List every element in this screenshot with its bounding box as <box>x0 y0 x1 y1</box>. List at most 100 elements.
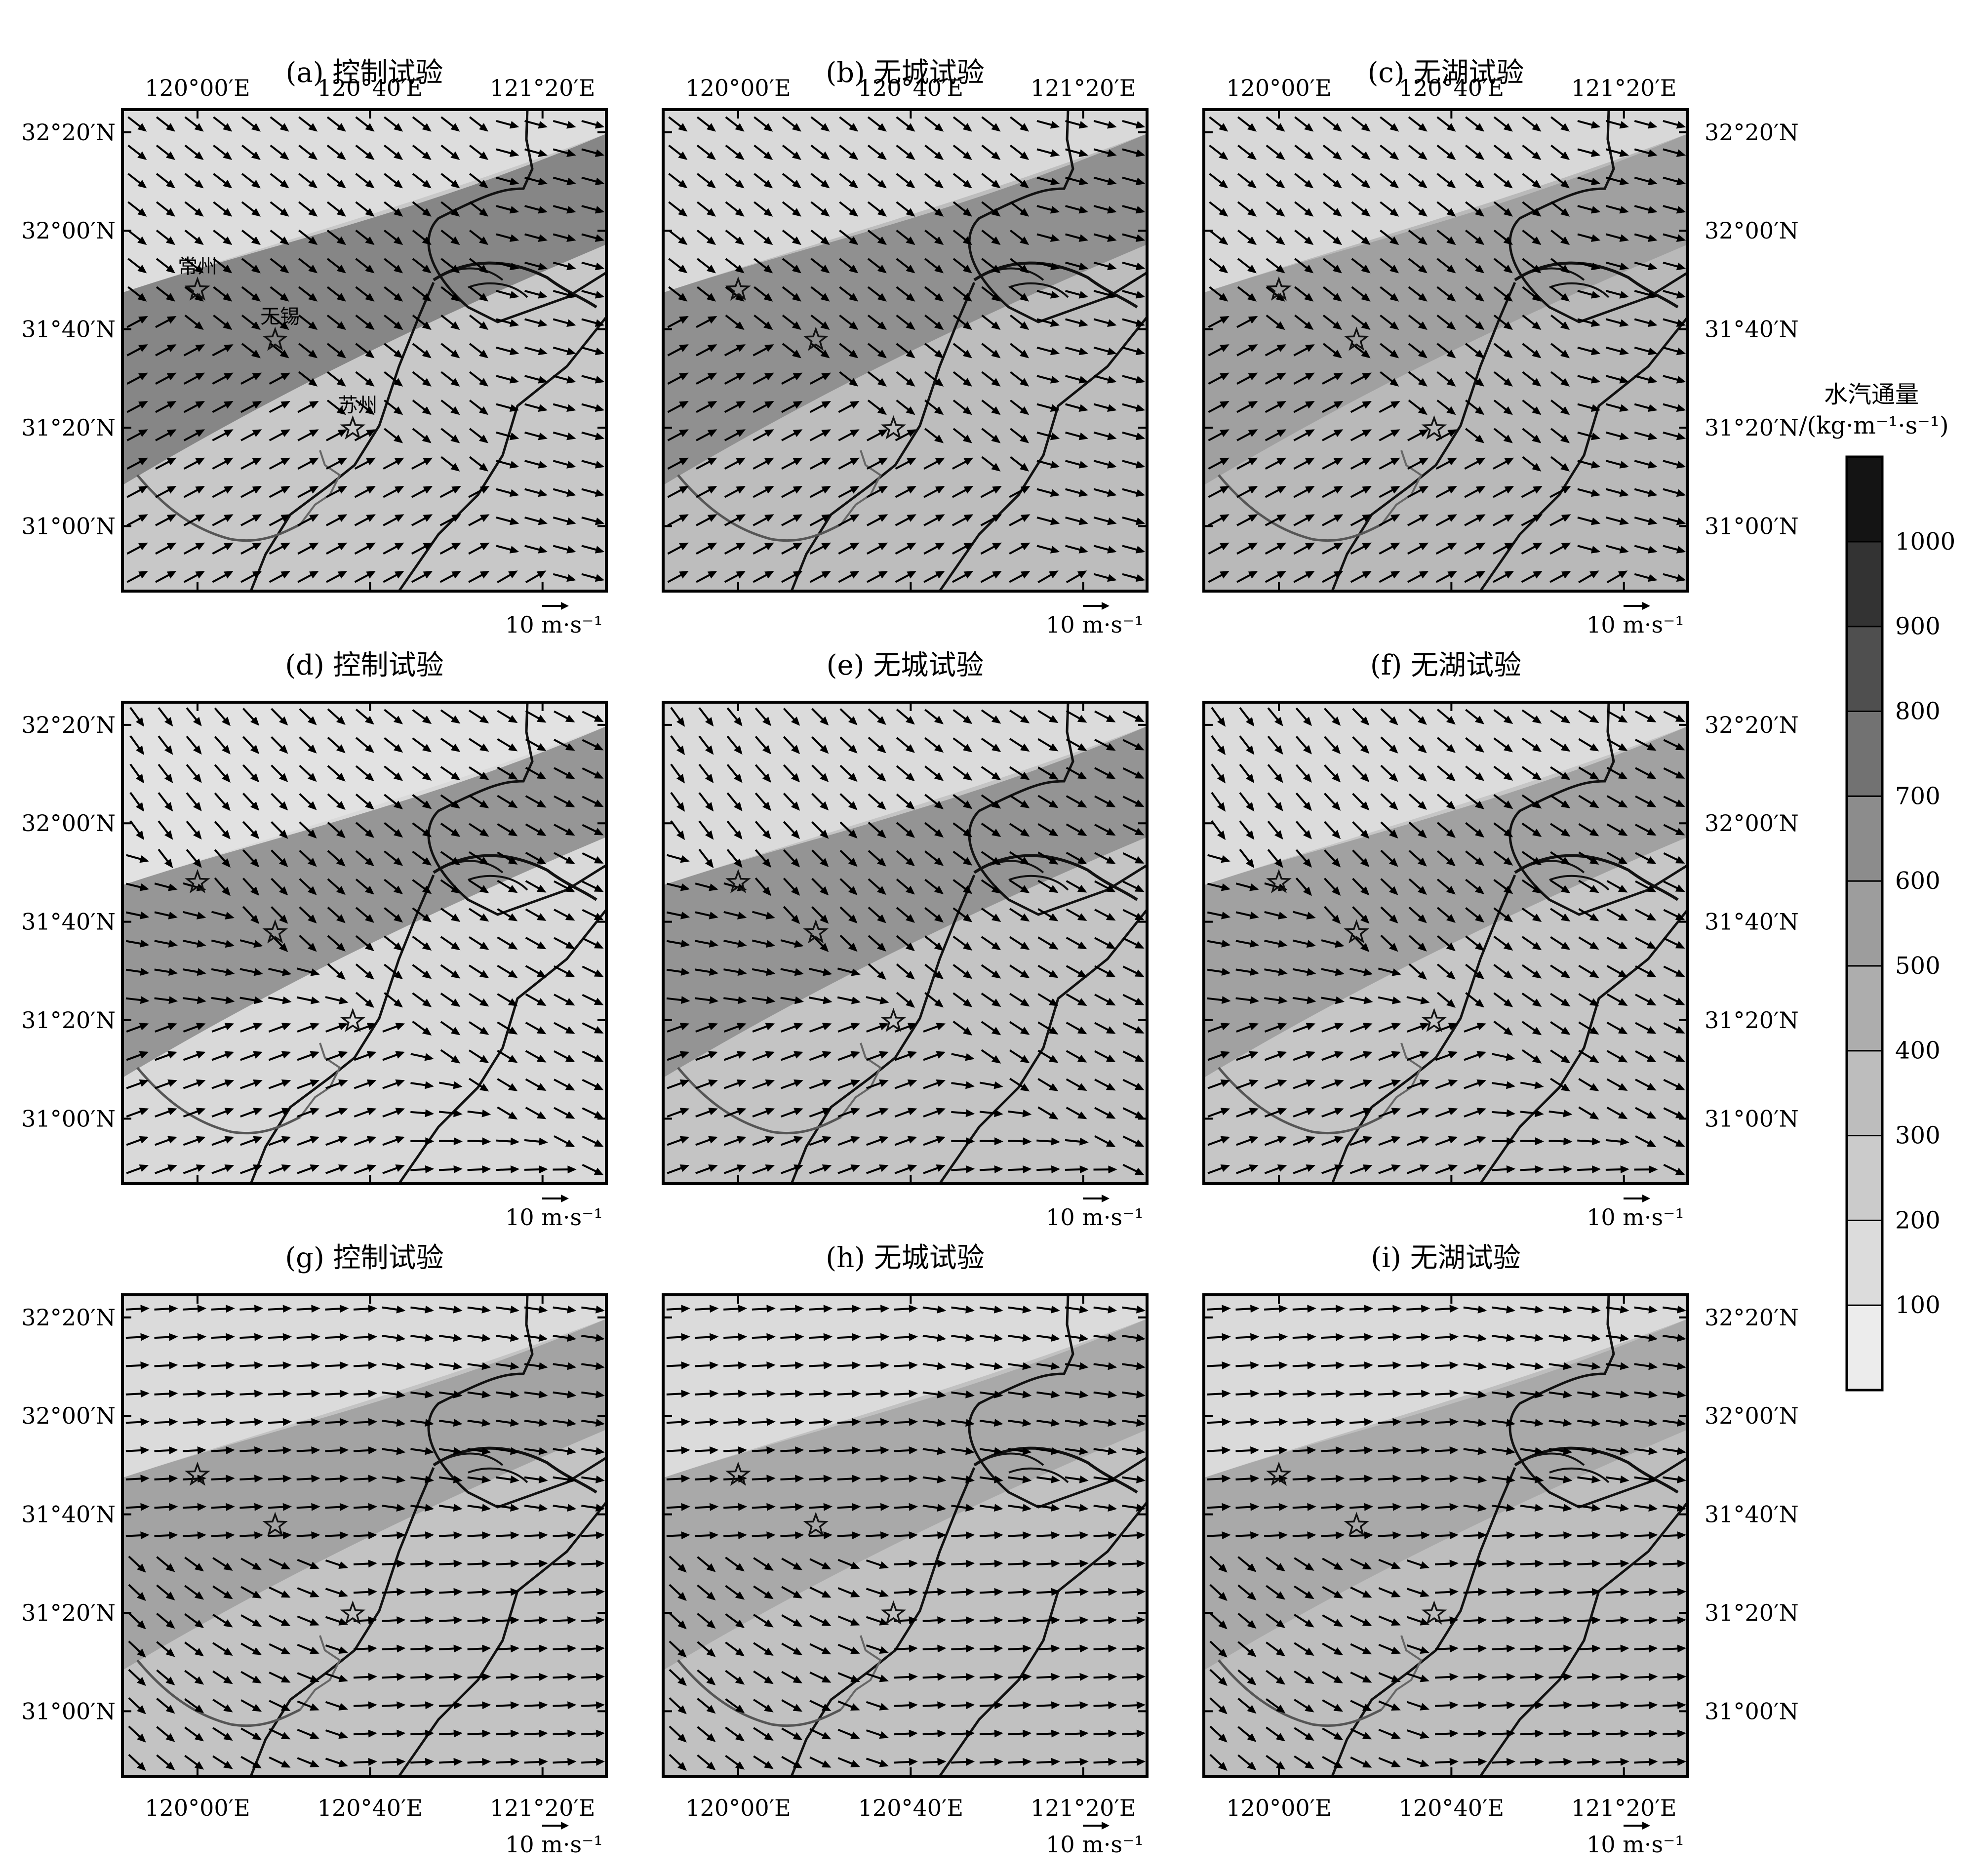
wind-arrow-head <box>565 715 575 722</box>
wind-arrow-head <box>880 1446 890 1455</box>
wind-arrow-head <box>450 1027 461 1036</box>
wind-arrow-head <box>707 372 717 381</box>
wind-arrow-head <box>1108 1334 1117 1342</box>
wind-arrow-head <box>1022 1419 1032 1427</box>
wind-arrow-head <box>366 1164 377 1172</box>
city-outline-g <box>299 1635 341 1711</box>
wind-arrow-head <box>566 546 576 554</box>
wind-arrow-head <box>508 1055 518 1063</box>
wind-arrow-head <box>1247 265 1257 274</box>
wind-arrow-head <box>140 1418 150 1426</box>
wind-arrow-head <box>336 151 346 160</box>
wind-arrow-head <box>1051 1729 1061 1738</box>
wind-arrow-head <box>1078 206 1088 214</box>
wind-arrow-head <box>310 997 320 1004</box>
wind-arrow-head <box>1418 123 1428 132</box>
wind-arrow-head <box>453 1644 463 1653</box>
wind-arrow-head <box>738 1446 748 1455</box>
wind-arrow-head <box>425 1475 435 1483</box>
wind-arrow-head <box>991 800 1001 809</box>
wind-arrow-head <box>1250 968 1260 976</box>
wind-arrow-head <box>763 265 773 274</box>
wind-arrow-head <box>594 771 604 779</box>
wind-arrow-head <box>450 208 460 217</box>
wind-arrow-head <box>706 236 716 245</box>
wind-arrow-head <box>707 542 717 551</box>
wind-arrow-head <box>422 970 432 979</box>
wind-arrow-head <box>1362 1136 1373 1144</box>
wind-arrow-head <box>736 457 746 466</box>
lon-tick-label: 120°40′E <box>858 75 963 101</box>
wind-arrow-head <box>1503 151 1513 160</box>
wind-arrow-head <box>793 372 803 381</box>
reference-vector-label: 10 m·s⁻¹ <box>505 611 603 638</box>
wind-arrow-head <box>539 1757 548 1766</box>
wind-arrow-head <box>1303 830 1312 839</box>
wind-arrow-head <box>279 801 288 811</box>
wind-arrow-head <box>1646 715 1657 722</box>
wind-arrow-head <box>793 1136 803 1144</box>
wind-arrow-head <box>994 1729 1003 1738</box>
wind-arrow-head <box>1022 1447 1032 1455</box>
wind-arrow-head <box>364 829 374 838</box>
wind-arrow-head <box>1218 1676 1228 1686</box>
wind-arrow-head <box>965 1757 975 1766</box>
wind-arrow-head <box>1532 293 1542 302</box>
wind-arrow-head <box>395 1023 405 1031</box>
city-star-2 <box>340 1007 366 1032</box>
wind-arrow-head <box>848 801 858 810</box>
panel-title-b: (b) 无城试验 <box>826 57 984 89</box>
wind-arrow-head <box>566 489 576 497</box>
wind-arrow-head <box>1506 1053 1515 1061</box>
wind-arrow-head <box>1078 546 1088 554</box>
wind-arrow-head <box>1306 1136 1316 1144</box>
wind-arrow-head <box>1135 121 1146 129</box>
wind-arrow-head <box>764 1760 774 1769</box>
wind-arrow-head <box>425 1305 435 1314</box>
wind-arrow-head <box>425 1644 435 1653</box>
wind-arrow-head <box>991 463 1001 472</box>
wind-arrow-head <box>793 1108 803 1116</box>
wind-arrow-head <box>1107 121 1117 129</box>
wind-arrow-head <box>763 180 773 189</box>
wind-arrow-head <box>679 1136 690 1144</box>
wind-arrow-head <box>336 971 346 980</box>
wind-arrow-head <box>395 1108 405 1116</box>
wind-arrow-head <box>677 1648 687 1658</box>
wind-arrow-head <box>1136 1447 1146 1455</box>
wind-arrow-head <box>934 151 944 160</box>
wind-arrow-head <box>735 1704 745 1713</box>
wind-arrow-head <box>906 406 915 415</box>
wind-arrow-head <box>1474 744 1485 753</box>
wind-arrow-head <box>1560 800 1571 808</box>
wind-arrow-head <box>706 1705 716 1714</box>
wind-arrow-head <box>365 180 375 189</box>
wind-arrow-head <box>279 716 288 726</box>
wind-arrow-head <box>538 1447 548 1455</box>
wind-arrow-head <box>1217 802 1226 812</box>
wind-arrow-head <box>251 350 261 359</box>
wind-arrow-head <box>1134 1139 1145 1147</box>
wind-arrow-head <box>1048 970 1059 978</box>
wind-arrow-head <box>766 968 776 976</box>
wind-arrow-head <box>1079 1616 1089 1625</box>
wind-arrow-head <box>962 1027 973 1036</box>
wind-arrow-head <box>1675 1111 1685 1118</box>
wind-arrow-head <box>764 1732 774 1741</box>
wind-arrow-head <box>877 265 887 274</box>
wind-arrow-head <box>793 1647 803 1655</box>
wind-arrow-head <box>1077 884 1087 893</box>
wind-arrow-head <box>1307 968 1316 976</box>
wind-arrow-head <box>1590 121 1601 129</box>
wind-arrow-head <box>567 1447 577 1455</box>
wind-arrow-head <box>253 996 264 1004</box>
wind-arrow-head <box>1135 149 1146 157</box>
wind-arrow-head <box>1248 542 1258 551</box>
wind-arrow-head <box>226 1475 235 1483</box>
wind-arrow-head <box>595 121 605 129</box>
wind-arrow-head <box>539 1644 548 1653</box>
wind-arrow-head <box>164 717 173 727</box>
wind-arrow-head <box>139 1023 149 1031</box>
wind-arrow-head <box>565 1139 575 1148</box>
wind-arrow-head <box>538 1390 548 1398</box>
